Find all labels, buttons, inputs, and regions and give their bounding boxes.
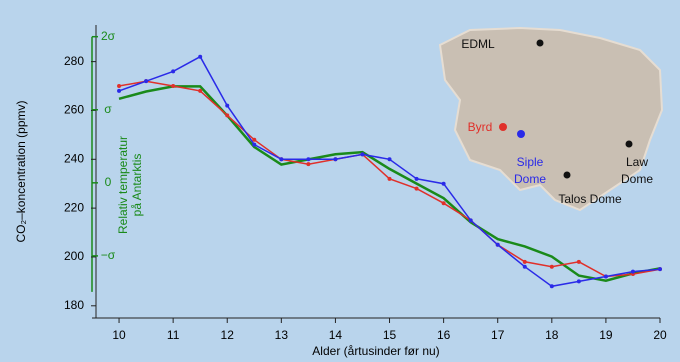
data-point [469, 218, 473, 222]
data-point [333, 157, 337, 161]
map-label: Siple [517, 155, 544, 169]
y2-tick-label: σ [104, 102, 112, 116]
y-tick-label: 220 [64, 200, 84, 214]
site-dot [564, 172, 571, 179]
data-point [388, 177, 392, 181]
x-tick-label: 16 [437, 328, 451, 342]
data-point [117, 84, 121, 88]
data-point [577, 279, 581, 283]
x-tick-label: 20 [653, 328, 667, 342]
chart: 10 11 12 13 14 15 16 17 18 19 20 180 200 220 240 260 280… [0, 0, 680, 362]
data-point [306, 162, 310, 166]
map-label: Law [626, 155, 648, 169]
x-tick-label: 13 [275, 328, 289, 342]
data-point [523, 265, 527, 269]
data-point [442, 182, 446, 186]
data-point [144, 79, 148, 83]
data-point [442, 201, 446, 205]
y2-tick-label: 0 [105, 175, 112, 189]
y-axis-label: CO₂–koncentration (ppmv) [14, 100, 28, 242]
x-axis-label: Alder (årtusinder før nu) [312, 344, 439, 358]
map-label: EDML [461, 37, 495, 51]
y2-tick-label: −σ [101, 248, 116, 262]
x-tick-label: 12 [221, 328, 235, 342]
x-tick-label: 19 [599, 328, 613, 342]
y2-axis-label: Relativ temperatur [116, 136, 130, 234]
y2-axis-label: på Antarktis [130, 154, 144, 217]
y-tick-label: 280 [64, 54, 84, 68]
x-tick-label: 10 [112, 328, 126, 342]
data-point [604, 274, 608, 278]
x-tick-label: 15 [383, 328, 397, 342]
data-point [225, 113, 229, 117]
y-tick-label: 240 [64, 151, 84, 165]
map-label: Dome [514, 172, 546, 186]
x-tick-label: 11 [167, 328, 180, 342]
data-point [496, 243, 500, 247]
data-point [388, 157, 392, 161]
site-dot [517, 130, 525, 138]
data-point [658, 267, 662, 271]
data-point [225, 104, 229, 108]
map-label: Talos Dome [558, 192, 622, 206]
x-tick-label: 17 [491, 328, 505, 342]
data-point [252, 138, 256, 142]
data-point [117, 89, 121, 93]
data-point [631, 270, 635, 274]
data-point [550, 265, 554, 269]
y-tick-label: 180 [64, 298, 84, 312]
data-point [415, 187, 419, 191]
data-point [198, 55, 202, 59]
data-point [279, 157, 283, 161]
data-point [360, 152, 364, 156]
data-point [171, 69, 175, 73]
site-dot [499, 123, 507, 131]
site-dot [626, 141, 633, 148]
data-point [306, 157, 310, 161]
data-point [252, 143, 256, 147]
site-dot [537, 40, 544, 47]
data-point [577, 260, 581, 264]
map-label: Byrd [468, 120, 493, 134]
data-point [523, 260, 527, 264]
data-point [415, 177, 419, 181]
y2-tick-label: 2σ [101, 29, 116, 43]
data-point [550, 284, 554, 288]
map-label: Dome [621, 172, 653, 186]
x-tick-label: 18 [545, 328, 559, 342]
y-tick-label: 260 [64, 103, 84, 117]
data-point [198, 89, 202, 93]
data-point [171, 84, 175, 88]
y-tick-label: 200 [64, 249, 84, 263]
x-tick-label: 14 [329, 328, 343, 342]
